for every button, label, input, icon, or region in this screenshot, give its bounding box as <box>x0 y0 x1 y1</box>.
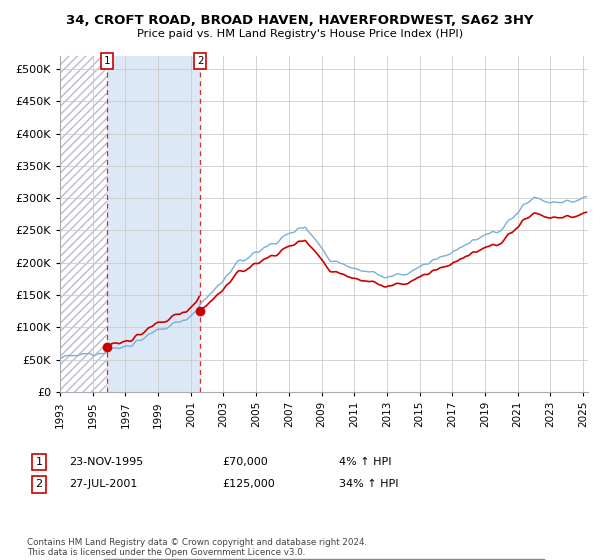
Text: £125,000: £125,000 <box>222 479 275 489</box>
Text: 1: 1 <box>35 457 43 467</box>
Text: 34, CROFT ROAD, BROAD HAVEN, HAVERFORDWEST, SA62 3HY: 34, CROFT ROAD, BROAD HAVEN, HAVERFORDWE… <box>66 14 534 27</box>
Text: Price paid vs. HM Land Registry's House Price Index (HPI): Price paid vs. HM Land Registry's House … <box>137 29 463 39</box>
Text: 2: 2 <box>35 479 43 489</box>
Text: 1: 1 <box>104 56 111 66</box>
Text: 27-JUL-2001: 27-JUL-2001 <box>69 479 137 489</box>
Text: 4% ↑ HPI: 4% ↑ HPI <box>339 457 391 467</box>
Text: 23-NOV-1995: 23-NOV-1995 <box>69 457 143 467</box>
Text: 2: 2 <box>197 56 203 66</box>
Text: Contains HM Land Registry data © Crown copyright and database right 2024.
This d: Contains HM Land Registry data © Crown c… <box>27 538 367 557</box>
Polygon shape <box>60 56 107 392</box>
Legend: 34, CROFT ROAD, BROAD HAVEN, HAVERFORDWEST, SA62 3HY (detached house), HPI: Aver: 34, CROFT ROAD, BROAD HAVEN, HAVERFORDWE… <box>103 559 545 560</box>
Text: 34% ↑ HPI: 34% ↑ HPI <box>339 479 398 489</box>
Text: £70,000: £70,000 <box>222 457 268 467</box>
Polygon shape <box>107 56 200 392</box>
